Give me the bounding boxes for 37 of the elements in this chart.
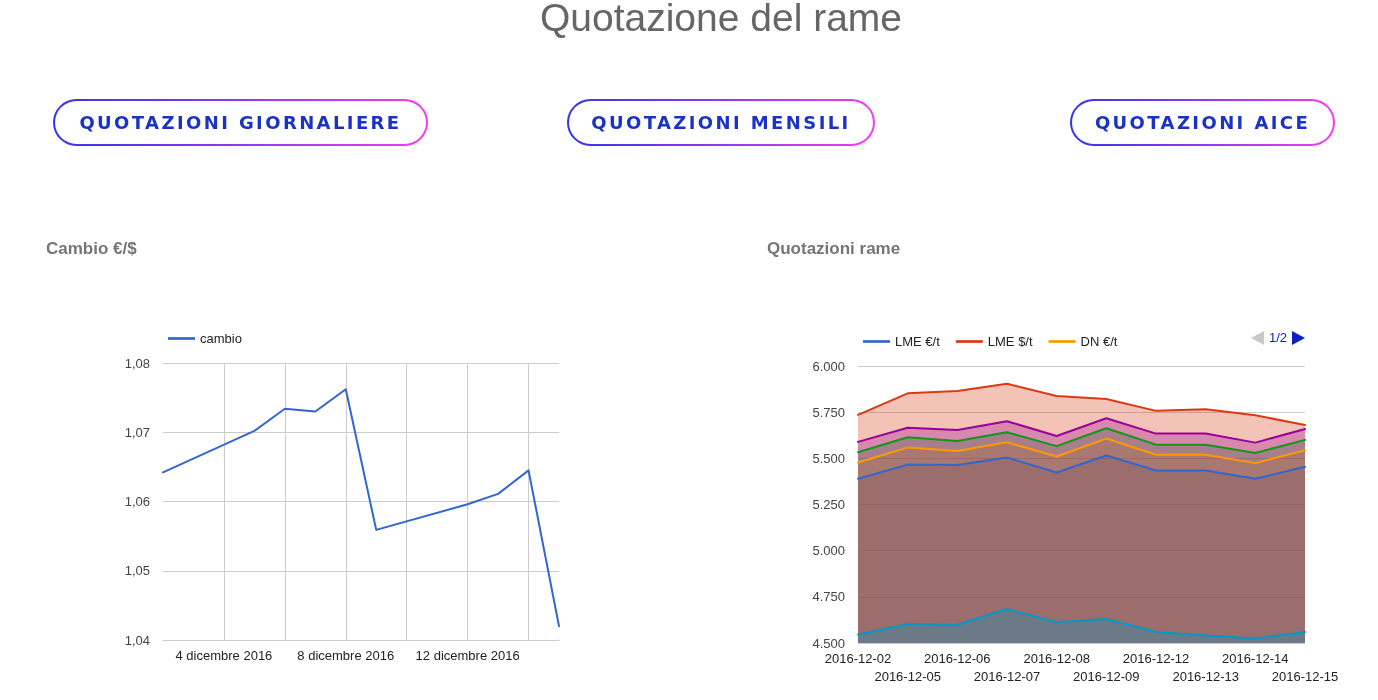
x-tick-label: 2016-12-15 — [1271, 668, 1339, 684]
x-tick-label: 2016-12-13 — [1172, 668, 1239, 684]
x-tick-label: 12 dicembre 2016 — [415, 648, 520, 663]
y-tick-label: 1,04 — [124, 632, 150, 648]
y-tick-label: 4.500 — [812, 635, 845, 651]
y-tick-label: 1,05 — [124, 563, 150, 579]
x-tick-label: 4 dicembre 2016 — [175, 648, 273, 663]
legend-label: cambio — [200, 331, 242, 346]
line-series — [162, 388, 560, 628]
pill-button: QUOTAZIONI AICE — [1070, 99, 1335, 146]
y-tick-label: 5.750 — [812, 404, 845, 420]
text: Quotazione del rame — [538, 0, 903, 41]
pill-button: QUOTAZIONI MENSILI — [567, 99, 875, 146]
text: 1/2 — [1268, 330, 1287, 345]
x-tick-label: 8 dicembre 2016 — [297, 648, 395, 663]
y-tick-label: 5.000 — [812, 543, 845, 559]
x-tick-label: 2016-12-09 — [1073, 668, 1140, 684]
y-tick-label: 1,06 — [124, 494, 150, 509]
x-tick-label: 2016-12-05 — [874, 668, 941, 684]
legend-label: LME $/t — [987, 334, 1033, 349]
y-tick-label: 1,08 — [124, 355, 150, 371]
x-tick-label: 2016-12-02 — [824, 650, 892, 666]
x-tick-label: 2016-12-14 — [1222, 650, 1289, 666]
y-tick-label: 1,07 — [124, 424, 150, 440]
x-tick-label: 2016-12-12 — [1122, 650, 1190, 666]
y-tick-label: 5.500 — [812, 450, 845, 466]
chart-title: Cambio €/$ — [46, 239, 138, 258]
pill-button: QUOTAZIONI GIORNALIERE — [53, 99, 428, 146]
legend-label: DN €/t — [1080, 334, 1118, 349]
x-tick-label: 2016-12-08 — [1023, 650, 1090, 666]
x-tick-label: 2016-12-07 — [973, 668, 1041, 684]
chart-title: Quotazioni rame — [767, 239, 901, 258]
y-tick-label: 4.750 — [812, 589, 845, 605]
x-tick-label: 2016-12-06 — [924, 650, 991, 666]
y-tick-label: 5.250 — [812, 497, 845, 512]
legend-label: LME €/t — [895, 334, 941, 349]
y-tick-label: 6.000 — [812, 358, 845, 374]
